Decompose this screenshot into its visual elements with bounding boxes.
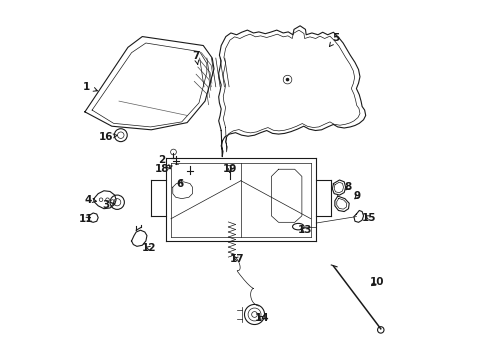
Text: 8: 8 (344, 182, 351, 192)
Text: 9: 9 (353, 191, 360, 201)
Text: 4: 4 (84, 195, 96, 205)
Circle shape (286, 78, 288, 81)
Text: 11: 11 (79, 215, 93, 224)
Text: 16: 16 (99, 132, 117, 142)
Text: 6: 6 (176, 179, 183, 189)
Text: 2: 2 (158, 155, 170, 169)
Text: 5: 5 (329, 33, 339, 46)
Text: 3: 3 (102, 200, 114, 210)
Text: 18: 18 (155, 164, 172, 174)
Text: 12: 12 (142, 243, 156, 253)
Text: 10: 10 (369, 277, 384, 287)
Text: 1: 1 (83, 82, 97, 92)
Text: 15: 15 (361, 213, 376, 222)
Text: 17: 17 (229, 254, 244, 264)
Text: 7: 7 (192, 51, 200, 64)
Text: 19: 19 (223, 164, 237, 174)
Text: 13: 13 (298, 225, 312, 235)
Text: 14: 14 (254, 313, 268, 323)
